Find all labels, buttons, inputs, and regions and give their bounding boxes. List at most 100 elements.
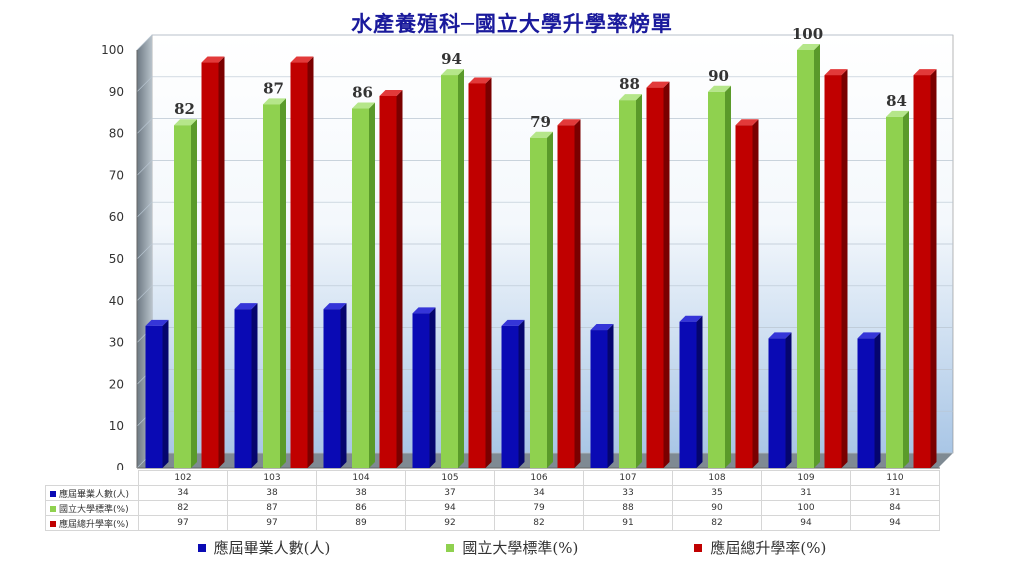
table-cell: 33 <box>583 485 673 501</box>
bar-side <box>518 319 525 468</box>
bar-side <box>191 119 197 469</box>
legend-swatch <box>197 543 206 552</box>
legend-swatch <box>694 543 703 552</box>
bar <box>412 313 430 468</box>
y-tick-label: 40 <box>109 294 124 308</box>
gridline <box>136 118 953 134</box>
bar <box>201 62 219 468</box>
data-label: 84 <box>886 92 907 110</box>
gridline <box>136 76 953 93</box>
table-cell: 94 <box>405 500 495 516</box>
legend-item: 應屆總升學率(%) <box>694 537 826 558</box>
bar <box>379 95 397 468</box>
bar-top <box>290 56 314 63</box>
chart-title: 水產養殖科─國立大學升學率榜單 <box>351 11 673 36</box>
bar <box>530 137 547 468</box>
bar-top <box>530 131 553 138</box>
bar-side <box>458 69 464 468</box>
bar <box>708 91 725 469</box>
bar-top <box>441 69 464 76</box>
bar-top <box>379 89 403 96</box>
bar-top <box>768 332 792 339</box>
table-cell: 31 <box>761 485 851 501</box>
series-swatch <box>50 491 56 497</box>
bar-side <box>752 119 759 469</box>
bar <box>857 338 875 468</box>
series-swatch <box>50 521 56 527</box>
bar-top <box>263 98 286 105</box>
bar <box>735 125 753 469</box>
bar-top <box>234 303 258 310</box>
gridline <box>136 34 953 51</box>
table-cell: 35 <box>672 485 762 501</box>
data-label: 79 <box>530 113 551 131</box>
table-series-label: 應屆畢業人數(人) <box>45 485 139 501</box>
table-cell: 84 <box>850 500 940 516</box>
bar <box>263 104 280 468</box>
table-cell: 92 <box>405 515 495 531</box>
gridline <box>136 285 953 302</box>
table-row: 國立大學標準(%) 82 87 86 94 79 88 90 100 84 <box>45 500 940 516</box>
table-cell: 86 <box>316 500 406 516</box>
table-cell: 97 <box>138 515 228 531</box>
bar-top <box>913 69 937 76</box>
table-cell: 94 <box>850 515 940 531</box>
bar-top <box>679 315 703 322</box>
table-cell: 34 <box>494 485 584 501</box>
y-tick-label: 50 <box>109 252 124 266</box>
table-series-label: 應屆總升學率(%) <box>45 515 139 531</box>
bar <box>501 325 519 468</box>
bar <box>323 309 341 468</box>
y-tick-label: 90 <box>109 85 124 99</box>
bar <box>679 321 697 468</box>
legend-item: 應屆畢業人數(人) <box>197 537 330 558</box>
bar-top <box>619 94 642 101</box>
y-tick-label: 30 <box>109 336 124 350</box>
table-category: 103 <box>227 470 317 486</box>
bar-side <box>663 81 670 469</box>
table-corner <box>45 470 139 486</box>
table-row: 應屆總升學率(%) 97 97 89 92 82 91 82 94 94 <box>45 515 940 531</box>
bar-top <box>557 119 581 126</box>
y-tick-label: 20 <box>109 377 124 391</box>
table-category: 104 <box>316 470 406 486</box>
table-row: 應屆畢業人數(人) 34 38 38 37 34 33 35 31 31 <box>45 485 940 501</box>
bar-top <box>824 69 848 76</box>
bar-side <box>785 332 792 468</box>
bar <box>824 75 842 468</box>
bar-side <box>218 56 225 468</box>
bar-side <box>307 56 314 468</box>
bar <box>352 108 369 469</box>
bar-chart: 0 10 20 30 40 50 60 70 80 90 100 82 87 86 94 79 88 90 100… <box>101 25 954 470</box>
bar-side <box>903 110 909 468</box>
legend: 應屆畢業人數(人) 國立大學標準(%) 應屆總升學率(%) <box>0 537 1024 558</box>
bar-side <box>930 69 937 468</box>
table-cell: 100 <box>761 500 851 516</box>
table-category: 105 <box>405 470 495 486</box>
bar-side <box>547 131 553 468</box>
bar <box>590 330 608 468</box>
bar-top <box>708 85 731 92</box>
bar-side <box>841 69 848 468</box>
bar-top <box>412 307 436 314</box>
table-cell: 90 <box>672 500 762 516</box>
bar-side <box>369 102 375 469</box>
data-label: 82 <box>174 100 195 118</box>
bar <box>290 62 308 468</box>
bar-side <box>874 332 881 468</box>
table-cell: 89 <box>316 515 406 531</box>
table-cell: 91 <box>583 515 673 531</box>
bar-top <box>174 119 197 126</box>
series-name: 應屆總升學率(%) <box>59 519 129 530</box>
bar-top <box>201 56 225 63</box>
table-category: 102 <box>138 470 228 486</box>
bar-side <box>162 319 169 468</box>
bar <box>768 338 786 468</box>
bar-side <box>814 44 820 468</box>
table-cell: 82 <box>672 515 762 531</box>
bar <box>557 125 575 469</box>
bar <box>886 116 903 468</box>
y-tick-label: 60 <box>109 210 124 224</box>
table-cell: 94 <box>761 515 851 531</box>
series-name: 國立大學標準(%) <box>59 504 129 515</box>
